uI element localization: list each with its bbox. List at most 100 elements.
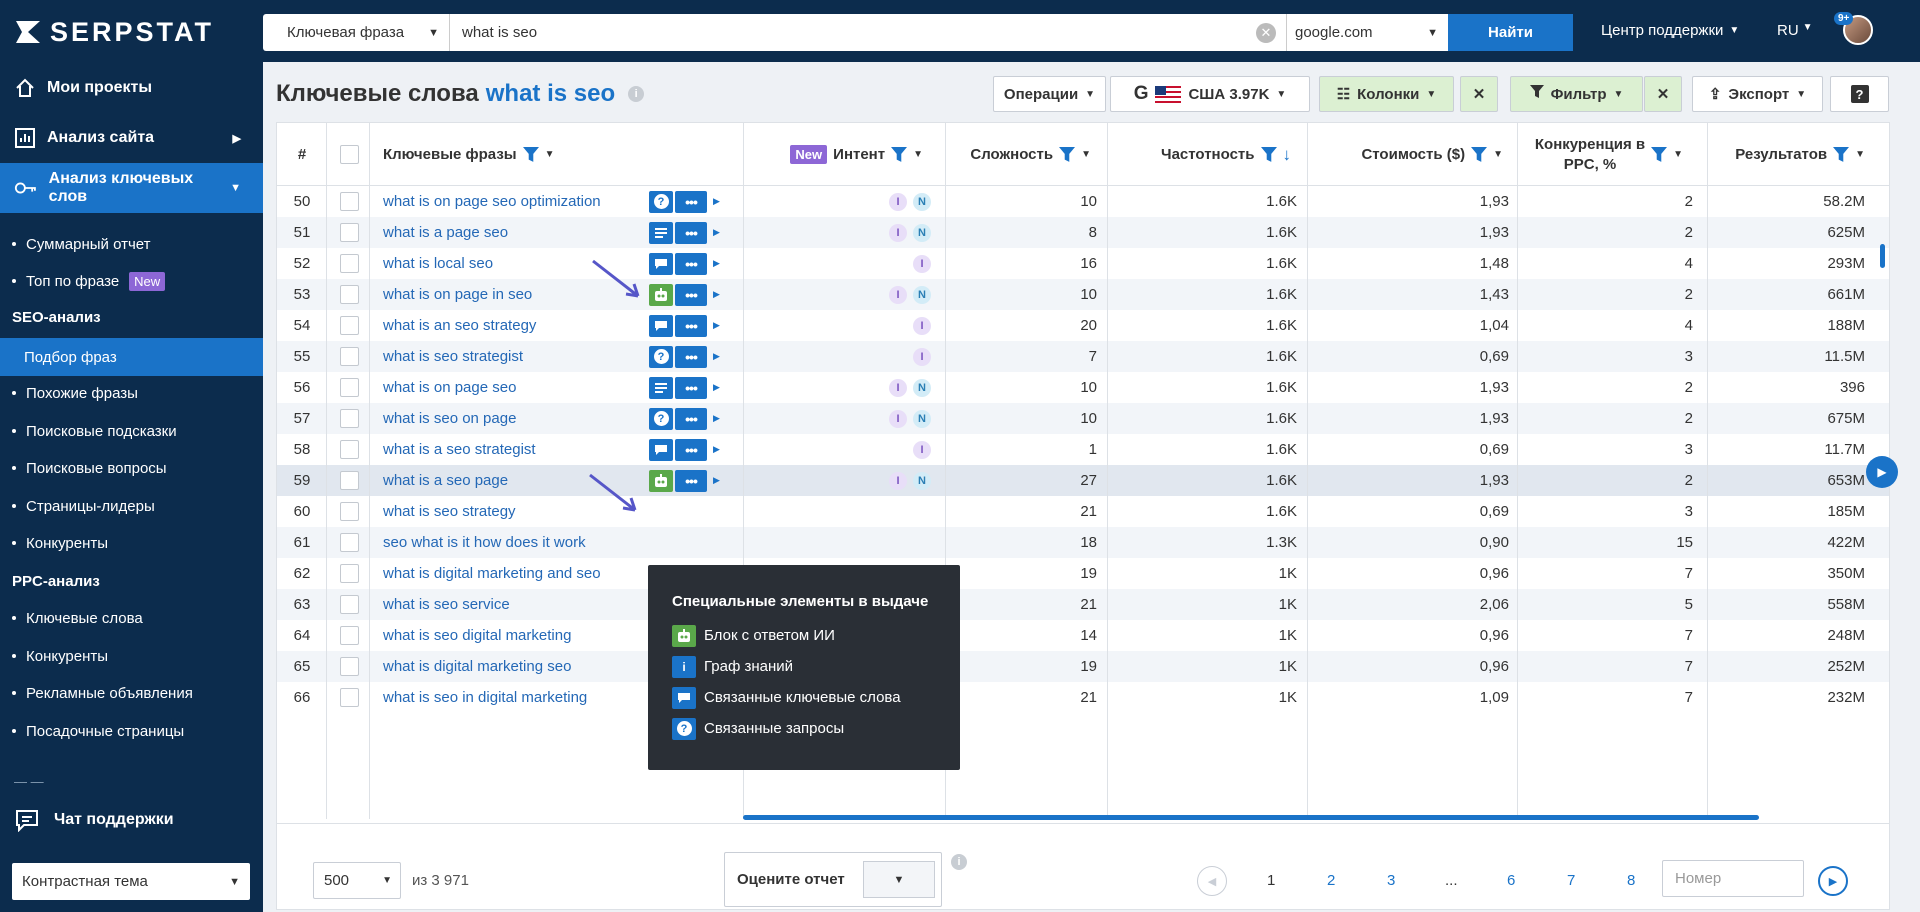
chat-icon[interactable] [649, 314, 673, 337]
rate-select[interactable]: ▼ [863, 861, 935, 898]
keyword-link[interactable]: what is seo strategist [383, 348, 524, 365]
table-row[interactable]: 65 what is digital marketing seo 19 1K 0,96 7… [277, 651, 1889, 682]
row-checkbox[interactable] [339, 223, 359, 242]
keyword-link[interactable]: what is on page seo optimization [383, 193, 601, 210]
table-row[interactable]: 53 what is on page in seo ••• ▶ I N 10 1.6K 1,43… [277, 279, 1889, 310]
row-checkbox[interactable] [339, 595, 359, 614]
keyword-link[interactable]: what is on page seo [383, 379, 517, 396]
more-icon[interactable]: ••• [675, 314, 707, 337]
region-select[interactable]: G США 3.97K ▼ [1110, 76, 1310, 112]
filter-reset-button[interactable]: ✕ [1644, 76, 1682, 112]
nav-my-projects[interactable]: Мои проекты [0, 63, 263, 113]
table-row[interactable]: 57 what is seo on page? ••• ▶ I N 10 1.6K 1,93 2 6… [277, 403, 1889, 434]
table-row[interactable]: 58 what is a seo strategist ••• ▶ I 1 1.6K 0,69… [277, 434, 1889, 465]
nav-site-analysis[interactable]: Анализ сайта ▶ [0, 113, 263, 163]
page-1[interactable]: 1 [1267, 872, 1276, 889]
sort-desc-icon[interactable]: ↓ [1282, 144, 1292, 164]
filter-icon[interactable] [1833, 146, 1850, 163]
columns-reset-button[interactable]: ✕ [1460, 76, 1498, 112]
table-row[interactable]: 51 what is a page seo ••• ▶ I N 8 1.6K 1,93 2 625M [277, 217, 1889, 248]
info-icon[interactable]: i [628, 86, 645, 102]
keyword-link[interactable]: what is a seo page [383, 472, 509, 489]
more-icon[interactable]: ••• [675, 376, 707, 399]
page-3[interactable]: 3 [1387, 872, 1396, 889]
keyword-link[interactable]: what is seo in digital marketing [383, 689, 588, 706]
notification-badge[interactable]: 9+ [1834, 12, 1854, 25]
more-icon[interactable]: ••• [675, 469, 707, 492]
columns-button[interactable]: ☷ Колонки ▼ [1319, 76, 1454, 112]
sidebar-item-top-pages[interactable]: Страницы-лидеры [12, 491, 155, 521]
question-icon[interactable]: ? [649, 190, 673, 213]
row-checkbox[interactable] [339, 657, 359, 676]
search-engine-select[interactable]: google.com ▼ [1286, 14, 1448, 51]
row-checkbox[interactable] [339, 378, 359, 397]
info-icon[interactable]: i [951, 854, 967, 870]
more-icon[interactable]: ••• [675, 252, 707, 275]
help-button[interactable]: ? [1830, 76, 1889, 112]
question-icon[interactable]: ? [649, 345, 673, 368]
sidebar-item-similar-phrases[interactable]: Похожие фразы [12, 378, 138, 408]
robot-icon[interactable] [649, 283, 673, 306]
list-icon[interactable] [649, 376, 673, 399]
keyword-link[interactable]: what is on page in seo [383, 286, 533, 303]
keyword-link[interactable]: what is a seo strategist [383, 441, 536, 458]
sidebar-item-search-questions[interactable]: Поисковые вопросы [12, 453, 167, 483]
filter-icon[interactable] [1059, 146, 1076, 163]
table-row[interactable]: 56 what is on page seo ••• ▶ I N 10 1.6K 1,93 2 39… [277, 372, 1889, 403]
col-difficulty[interactable]: Сложность ▼ [945, 123, 1103, 186]
row-checkbox[interactable] [339, 626, 359, 645]
page-number-input[interactable]: Номер [1662, 860, 1804, 897]
caret-down-icon[interactable]: ▼ [544, 149, 555, 160]
keyword-link[interactable]: what is seo digital marketing [383, 627, 572, 644]
caret-down-icon[interactable]: ▼ [913, 149, 923, 160]
list-icon[interactable] [649, 221, 673, 244]
search-input[interactable]: what is seo ✕ [450, 14, 1286, 51]
row-checkbox[interactable] [339, 533, 359, 552]
operations-button[interactable]: Операции ▼ [993, 76, 1106, 112]
row-checkbox[interactable] [339, 254, 359, 273]
filter-icon[interactable] [1471, 146, 1488, 163]
sidebar-item-phrase-selection[interactable]: Подбор фраз [0, 338, 263, 376]
keyword-link[interactable]: what is digital marketing and seo [383, 565, 601, 582]
sidebar-item-summary[interactable]: Суммарный отчет [12, 229, 151, 259]
scroll-right-button[interactable]: ▶ [1866, 456, 1898, 488]
table-row[interactable]: 60 what is seo strategy 21 1.6K 0,69 3 185M [277, 496, 1889, 527]
col-competition[interactable]: Конкуренция в PPC, % ▼ [1517, 123, 1695, 186]
more-icon[interactable]: ••• [675, 345, 707, 368]
filter-icon[interactable] [1651, 146, 1668, 163]
col-phrases[interactable]: Ключевые фразы ▼ [383, 123, 743, 186]
page-size-select[interactable]: 500 ▼ [313, 862, 401, 899]
table-row[interactable]: 54 what is an seo strategy ••• ▶ I 20 1.6K 1,04… [277, 310, 1889, 341]
row-checkbox[interactable] [339, 316, 359, 335]
table-row[interactable]: 62 what is digital marketing and seo 19 1K 0… [277, 558, 1889, 589]
question-icon[interactable]: ? [649, 407, 673, 430]
table-row[interactable]: 63 what is seo service 21 1K 2,06 5 558M [277, 589, 1889, 620]
col-frequency[interactable]: Частотность ↓ [1107, 123, 1303, 186]
support-center-link[interactable]: Центр поддержки ▼ [1601, 22, 1739, 39]
support-chat[interactable]: Чат поддержки [14, 808, 174, 832]
table-row[interactable]: 50 what is on page seo optimization? ••• ▶ I… [277, 186, 1889, 217]
play-icon[interactable]: ▶ [713, 227, 720, 237]
caret-down-icon[interactable]: ▼ [1081, 149, 1091, 160]
col-results[interactable]: Результатов ▼ [1697, 123, 1879, 186]
more-icon[interactable]: ••• [675, 438, 707, 461]
sidebar-item-top-by-phrase[interactable]: Топ по фразе New [12, 266, 166, 296]
sidebar-item-landing-pages[interactable]: Посадочные страницы [12, 716, 184, 746]
row-checkbox[interactable] [339, 192, 359, 211]
row-checkbox[interactable] [339, 564, 359, 583]
chat-icon[interactable] [649, 438, 673, 461]
keyword-link[interactable]: what is a page seo [383, 224, 509, 241]
page-8[interactable]: 8 [1627, 872, 1636, 889]
sidebar-item-ppc-competitors[interactable]: Конкуренты [12, 641, 108, 671]
row-checkbox[interactable] [339, 688, 359, 707]
caret-down-icon[interactable]: ▼ [1493, 149, 1503, 160]
keyword-link[interactable]: what is digital marketing seo [383, 658, 572, 675]
col-intent[interactable]: New Интент ▼ [743, 123, 935, 186]
table-row[interactable]: 52 what is local seo ••• ▶ I 16 1.6K 1,48 4 293M [277, 248, 1889, 279]
filter-button[interactable]: Фильтр ▼ [1510, 76, 1643, 112]
keyword-link[interactable]: what is seo on page [383, 410, 517, 427]
row-checkbox[interactable] [339, 440, 359, 459]
page-7[interactable]: 7 [1567, 872, 1576, 889]
robot-icon[interactable] [649, 469, 673, 492]
page-2[interactable]: 2 [1327, 872, 1336, 889]
